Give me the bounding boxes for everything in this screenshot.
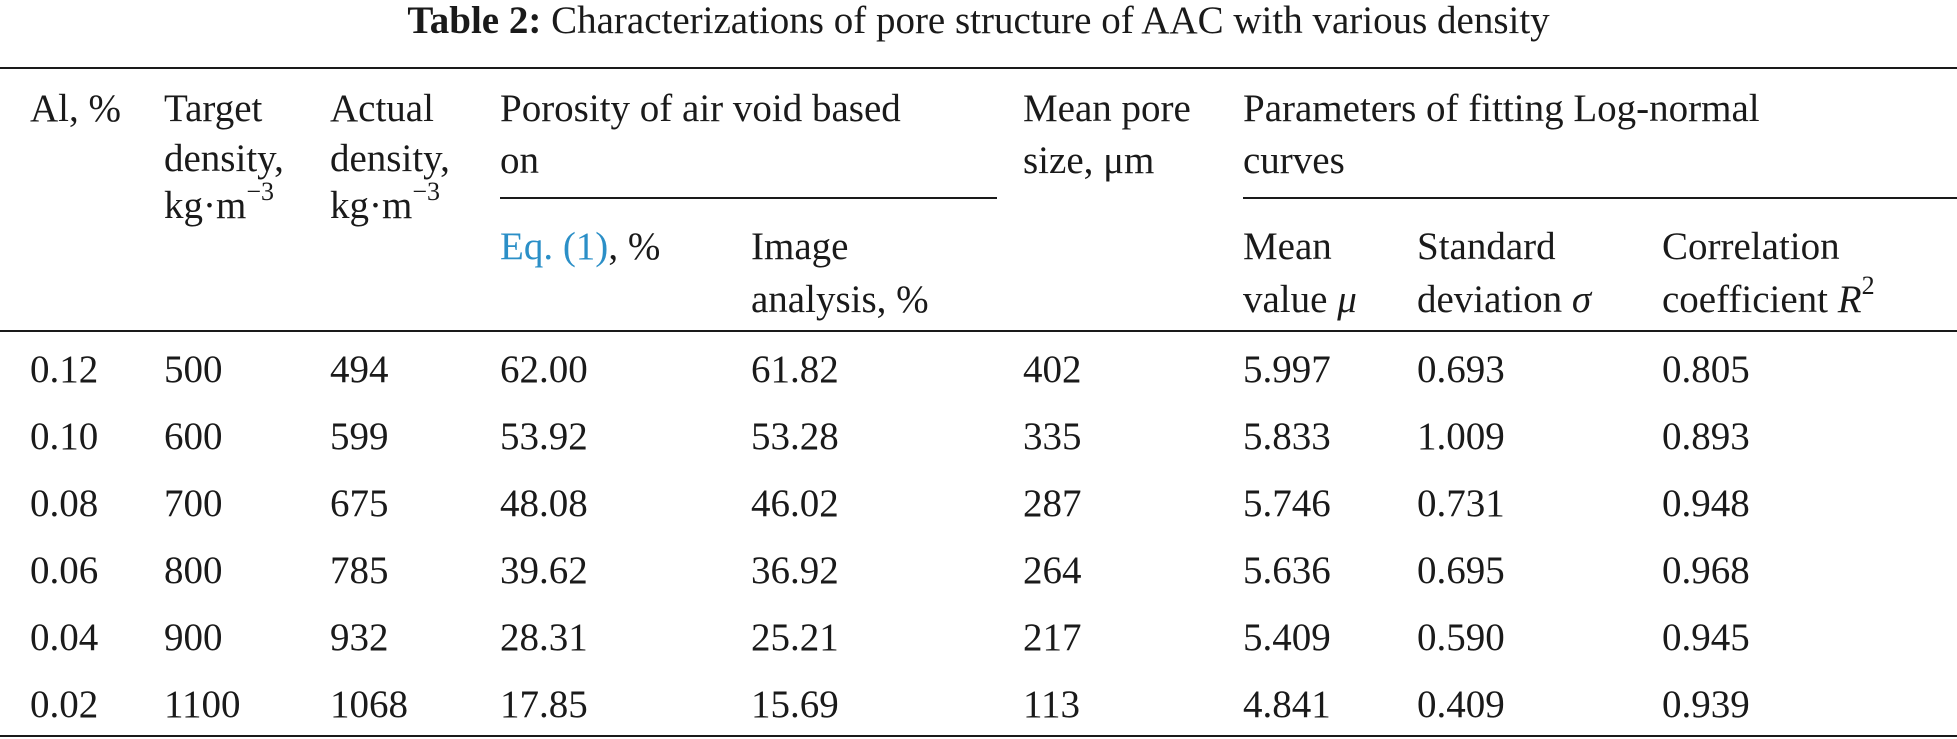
header-std-line1: Standard [1417,225,1556,268]
eq-link[interactable]: Eq. (1) [500,225,609,268]
cell-porosity-eq1: 53.92 [500,415,588,458]
cell-porosity-image: 53.28 [751,415,839,458]
cell-mean-value: 4.841 [1243,683,1331,726]
header-mean-value-line2: value μ [1243,278,1357,321]
header-corr-line1: Correlation [1662,225,1840,268]
cell-std-deviation: 0.731 [1417,482,1505,525]
header-image-line1: Image [751,225,849,268]
header-mean-value-line1: Mean [1243,225,1332,268]
cell-actual-density: 599 [330,415,389,458]
cell-target-density: 900 [164,616,223,659]
table-header-rule [0,330,1957,332]
cell-std-deviation: 0.695 [1417,549,1505,592]
header-target-line1: Target [164,87,263,130]
cell-actual-density: 785 [330,549,389,592]
cell-mean-value: 5.997 [1243,348,1331,391]
cell-al: 0.02 [30,683,99,726]
cell-al: 0.10 [30,415,99,458]
cell-porosity-image: 15.69 [751,683,839,726]
cell-porosity-eq1: 48.08 [500,482,588,525]
cell-mean-value: 5.833 [1243,415,1331,458]
cell-target-density: 1100 [164,683,241,726]
cell-mean-pore-size: 335 [1023,415,1082,458]
table-caption: Table 2: Characterizations of pore struc… [0,0,1957,42]
header-actual-sup: −3 [412,177,440,206]
cell-mean-value: 5.409 [1243,616,1331,659]
cell-porosity-eq1: 39.62 [500,549,588,592]
cell-al: 0.08 [30,482,99,525]
header-std-line2: deviation σ [1417,278,1592,321]
header-corr-sup: 2 [1861,271,1875,300]
table-caption-text: Characterizations of pore structure of A… [551,0,1550,42]
cell-std-deviation: 0.409 [1417,683,1505,726]
cell-mean-pore-size: 287 [1023,482,1082,525]
header-porosity-line1: Porosity of air void based [500,87,901,130]
header-params-line2: curves [1243,139,1345,182]
cell-porosity-image: 36.92 [751,549,839,592]
header-porosity-line2: on [500,139,539,182]
cell-mean-pore-size: 217 [1023,616,1082,659]
cell-al: 0.12 [30,348,99,391]
table-caption-label: Table 2: [407,0,542,42]
cell-al: 0.06 [30,549,99,592]
header-actual-line2: density, [330,137,450,180]
header-mean-pore-line1: Mean pore [1023,87,1191,130]
cell-target-density: 600 [164,415,223,458]
header-target-line2: density, [164,137,284,180]
header-al: Al, % [30,87,121,130]
cell-porosity-eq1: 62.00 [500,348,588,391]
cell-target-density: 500 [164,348,223,391]
cell-porosity-eq1: 28.31 [500,616,588,659]
header-image-line2: analysis, % [751,278,929,321]
cell-std-deviation: 0.693 [1417,348,1505,391]
cell-porosity-image: 61.82 [751,348,839,391]
header-actual-line3: kg·m−3 [330,177,440,228]
cell-actual-density: 494 [330,348,389,391]
header-eq: Eq. (1), % [500,225,661,268]
cell-porosity-image: 25.21 [751,616,839,659]
table-bottom-rule [0,735,1957,737]
cell-mean-pore-size: 402 [1023,348,1082,391]
cell-mean-value: 5.746 [1243,482,1331,525]
cell-mean-pore-size: 113 [1023,683,1081,726]
cell-porosity-eq1: 17.85 [500,683,588,726]
cell-mean-value: 5.636 [1243,549,1331,592]
header-target-line3: kg·m−3 [164,177,274,228]
cell-al: 0.04 [30,616,99,659]
cell-actual-density: 675 [330,482,389,525]
header-mean-pore-line2: size, μm [1023,139,1155,182]
header-target-sup: −3 [246,177,274,206]
cell-target-density: 700 [164,482,223,525]
cell-std-deviation: 0.590 [1417,616,1505,659]
cell-correlation: 0.945 [1662,616,1750,659]
cell-target-density: 800 [164,549,223,592]
header-corr-line2: coefficient R2 [1662,271,1875,322]
cell-correlation: 0.939 [1662,683,1750,726]
cell-porosity-image: 46.02 [751,482,839,525]
cell-correlation: 0.968 [1662,549,1750,592]
params-subrule [1243,197,1957,199]
cell-actual-density: 932 [330,616,389,659]
porosity-subrule [500,197,997,199]
header-actual-line1: Actual [330,87,434,130]
cell-mean-pore-size: 264 [1023,549,1082,592]
cell-correlation: 0.893 [1662,415,1750,458]
cell-actual-density: 1068 [330,683,408,726]
header-params-line1: Parameters of fitting Log-normal [1243,87,1760,130]
cell-correlation: 0.805 [1662,348,1750,391]
cell-std-deviation: 1.009 [1417,415,1505,458]
cell-correlation: 0.948 [1662,482,1750,525]
table-top-rule [0,67,1957,69]
